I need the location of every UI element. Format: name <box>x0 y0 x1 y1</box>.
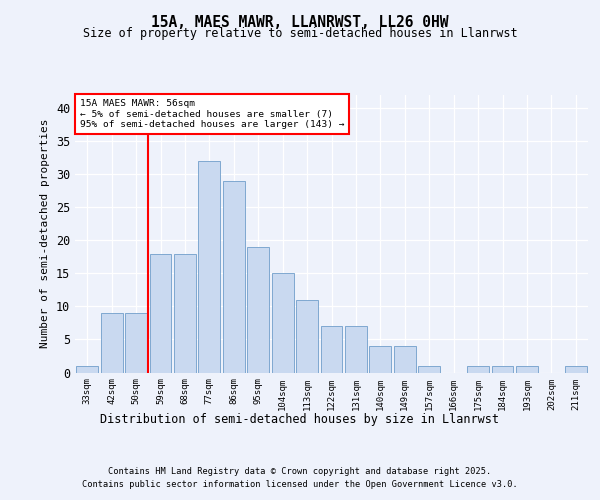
Bar <box>149 254 172 372</box>
Bar <box>76 366 98 372</box>
Text: 15A MAES MAWR: 56sqm
← 5% of semi-detached houses are smaller (7)
95% of semi-de: 15A MAES MAWR: 56sqm ← 5% of semi-detach… <box>80 99 344 129</box>
Text: Contains HM Land Registry data © Crown copyright and database right 2025.: Contains HM Land Registry data © Crown c… <box>109 468 491 476</box>
Bar <box>320 326 343 372</box>
Bar <box>491 366 514 372</box>
Y-axis label: Number of semi-detached properties: Number of semi-detached properties <box>40 119 50 348</box>
Bar <box>247 247 269 372</box>
Bar <box>296 300 318 372</box>
Bar <box>565 366 587 372</box>
Bar <box>272 274 293 372</box>
Bar <box>174 254 196 372</box>
Bar <box>516 366 538 372</box>
Bar <box>394 346 416 372</box>
Bar <box>125 313 147 372</box>
Bar <box>370 346 391 372</box>
Bar <box>199 161 220 372</box>
Text: Size of property relative to semi-detached houses in Llanrwst: Size of property relative to semi-detach… <box>83 28 517 40</box>
Bar <box>101 313 122 372</box>
Bar <box>223 181 245 372</box>
Bar <box>418 366 440 372</box>
Text: Contains public sector information licensed under the Open Government Licence v3: Contains public sector information licen… <box>82 480 518 489</box>
Text: Distribution of semi-detached houses by size in Llanrwst: Distribution of semi-detached houses by … <box>101 412 499 426</box>
Bar <box>345 326 367 372</box>
Bar <box>467 366 489 372</box>
Text: 15A, MAES MAWR, LLANRWST, LL26 0HW: 15A, MAES MAWR, LLANRWST, LL26 0HW <box>151 15 449 30</box>
